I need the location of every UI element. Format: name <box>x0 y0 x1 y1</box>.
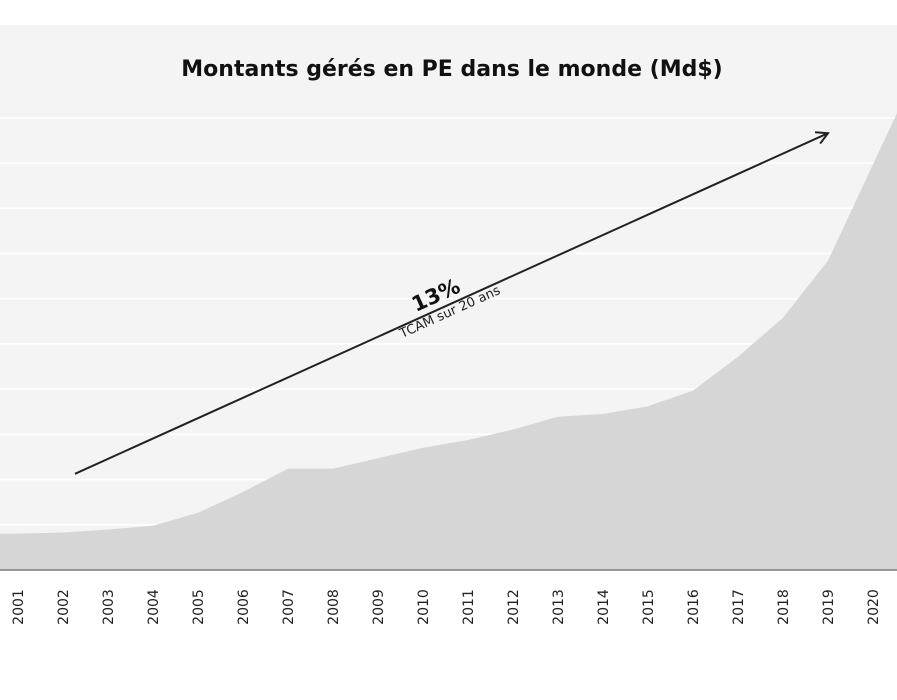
x-tick-label: 2015 <box>641 589 657 625</box>
x-tick-label: 2013 <box>551 589 567 625</box>
x-tick-label: 2017 <box>731 589 747 625</box>
x-tick-label: 2009 <box>371 589 387 625</box>
x-tick-label: 2002 <box>56 589 72 625</box>
x-tick-label: 2010 <box>416 589 432 625</box>
x-tick-label: 2004 <box>146 589 162 625</box>
x-tick-label: 2003 <box>101 589 117 625</box>
area-series <box>0 113 897 571</box>
chart-title: Montants gérés en PE dans le monde (Md$) <box>181 57 722 82</box>
x-tick-label: 2006 <box>236 589 252 625</box>
x-tick-label: 2007 <box>281 589 297 625</box>
x-tick-label: 2005 <box>191 589 207 625</box>
trend-arrow <box>74 132 829 475</box>
x-tick-label: 2011 <box>461 589 477 625</box>
x-tick-label: 2001 <box>11 589 27 625</box>
x-tick-label: 2020 <box>866 589 882 625</box>
x-axis-ticks: 2001 2002 2003 2004 2005 2006 2007 2008 2009 2010… <box>11 589 882 625</box>
x-tick-label: 2018 <box>776 589 792 625</box>
x-tick-label: 2012 <box>506 589 522 625</box>
x-tick-label: 2016 <box>686 589 702 625</box>
x-tick-label: 2014 <box>596 589 612 625</box>
trend-arrow-head <box>814 131 830 145</box>
x-tick-label: 2019 <box>821 589 837 625</box>
x-tick-label: 2008 <box>326 589 342 625</box>
